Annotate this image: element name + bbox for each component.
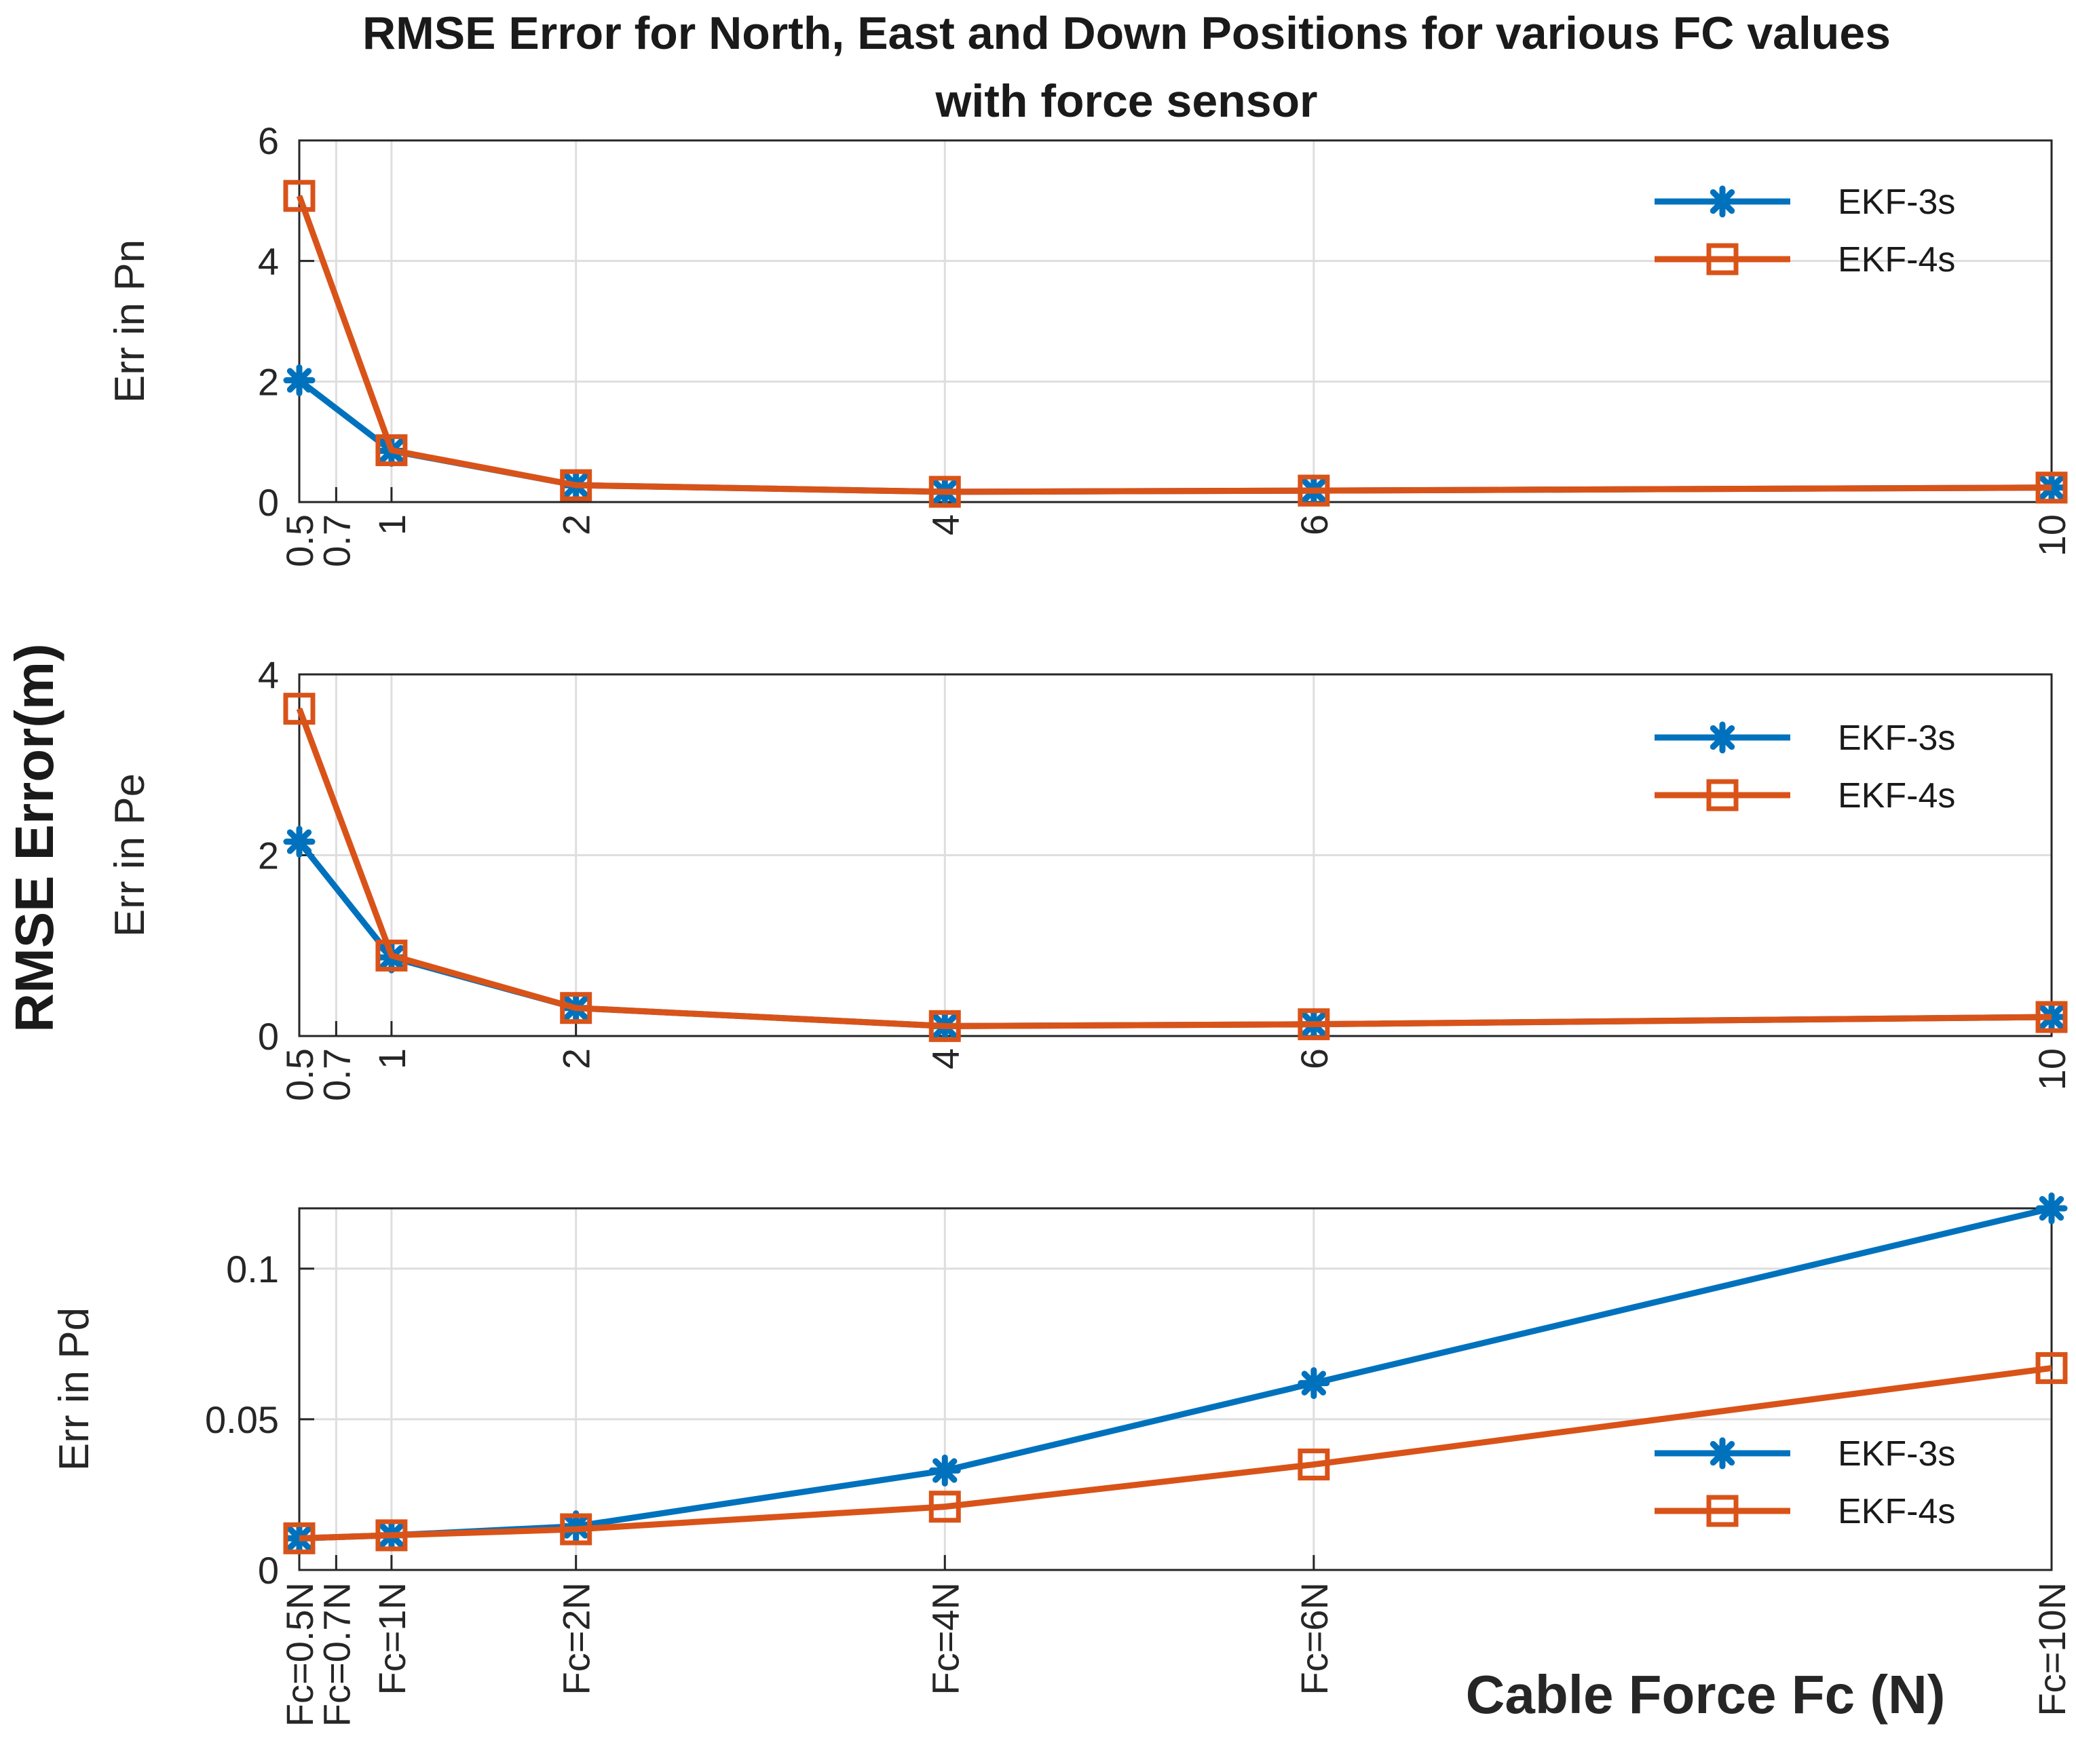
data-point-ekf-4s xyxy=(283,693,316,725)
data-point-ekf-4s xyxy=(560,469,592,501)
figure-title-line1: RMSE Error for North, East and Down Posi… xyxy=(362,7,1891,59)
legend: EKF-3s EKF-4s xyxy=(1655,1434,1955,1531)
asterisk-stroke-3 xyxy=(1710,725,1735,750)
y-tick-label: 4 xyxy=(258,240,279,283)
legend-marker-ekf-3s xyxy=(1706,721,1739,754)
data-point-ekf-4s xyxy=(375,1519,408,1552)
x-tick-label: 10 xyxy=(2031,1048,2073,1090)
data-point-ekf-4s xyxy=(1298,1008,1330,1041)
y-tick-label: 0 xyxy=(258,1549,279,1592)
legend: EKF-3s EKF-4s xyxy=(1655,183,1955,280)
x-tick-label: 4 xyxy=(924,1048,966,1069)
x-tick-label: 2 xyxy=(555,1048,598,1069)
asterisk-stroke-3 xyxy=(1710,1440,1735,1466)
x-tick-label: 6 xyxy=(1293,514,1336,535)
data-point-ekf-4s xyxy=(2035,1001,2068,1033)
y-tick-label: 0.1 xyxy=(226,1248,279,1290)
legend-marker-ekf-3s xyxy=(1706,1437,1739,1470)
data-point-ekf-4s xyxy=(928,1010,961,1042)
shared-x-axis-label: Cable Force Fc (N) xyxy=(1466,1664,1946,1725)
x-tick-label: Fc=6N xyxy=(1293,1582,1336,1695)
shared-y-axis-label: RMSE Error(m) xyxy=(4,643,64,1032)
x-tick-label: 0.5 xyxy=(278,514,321,567)
x-tick-label: 4 xyxy=(924,514,966,535)
x-tick-label: 0.7 xyxy=(315,1048,358,1101)
y-tick-label: 4 xyxy=(258,653,279,696)
legend-marker-ekf-4s xyxy=(1706,243,1739,275)
legend-label-ekf-3s: EKF-3s xyxy=(1838,183,1955,222)
axes-box xyxy=(298,1207,2053,1571)
legend-label-ekf-3s: EKF-3s xyxy=(1838,718,1955,758)
data-point-ekf-3s xyxy=(2035,1192,2068,1225)
series-line-ekf-3s xyxy=(299,1205,2053,1541)
asterisk-stroke-3 xyxy=(286,829,312,854)
data-point-ekf-3s xyxy=(928,1454,961,1487)
x-tick-label: Fc=4N xyxy=(924,1582,966,1695)
x-tick-label: 0.7 xyxy=(315,514,358,567)
legend: EKF-3s EKF-4s xyxy=(1655,718,1955,816)
asterisk-stroke-3 xyxy=(286,368,312,393)
data-point-ekf-3s xyxy=(283,826,316,858)
legend-label-ekf-4s: EKF-4s xyxy=(1838,240,1955,280)
y-axis-label: Err in Pn xyxy=(107,239,153,403)
x-tick-label: 1 xyxy=(371,1048,413,1069)
data-point-ekf-4s xyxy=(1298,474,1330,507)
x-tick-label: 1 xyxy=(371,514,413,535)
legend-marker-ekf-4s xyxy=(1706,1495,1739,1527)
x-tick-label: 0.5 xyxy=(278,1048,321,1101)
x-tick-label: Fc=0.7N xyxy=(315,1582,358,1727)
x-tick-label: Fc=10N xyxy=(2031,1582,2073,1717)
legend-label-ekf-4s: EKF-4s xyxy=(1838,1492,1955,1531)
asterisk-stroke-3 xyxy=(2039,1195,2064,1221)
legend-label-ekf-4s: EKF-4s xyxy=(1838,776,1955,816)
axes-box xyxy=(298,139,2053,503)
legend-marker-ekf-4s xyxy=(1706,779,1739,811)
data-point-ekf-4s xyxy=(928,1491,961,1523)
data-point-ekf-4s xyxy=(560,992,592,1024)
y-tick-label: 2 xyxy=(258,835,279,877)
data-point-ekf-4s xyxy=(1298,1449,1330,1481)
legend-label-ekf-3s: EKF-3s xyxy=(1838,1434,1955,1474)
data-point-ekf-4s xyxy=(375,434,408,467)
asterisk-stroke-3 xyxy=(1710,189,1735,214)
data-point-ekf-3s xyxy=(1298,1367,1330,1400)
x-tick-label: 6 xyxy=(1293,1048,1336,1069)
asterisk-stroke-3 xyxy=(932,1458,958,1483)
y-tick-label: 2 xyxy=(258,360,279,403)
x-tick-label: Fc=2N xyxy=(555,1582,598,1695)
y-tick-label: 0.05 xyxy=(205,1398,279,1441)
figure-title-line2: with force sensor xyxy=(935,75,1317,127)
panel-north: 0 2 4 6 0.50.7 1 2 4 6 10 Err in Pn EKF-3s EKF-4s xyxy=(107,119,2073,567)
y-axis-label: Err in Pe xyxy=(107,773,153,937)
x-tick-label: Fc=0.5N xyxy=(278,1582,321,1727)
x-tick-label: Fc=1N xyxy=(371,1582,413,1695)
data-point-ekf-4s xyxy=(375,939,408,972)
data-point-ekf-4s xyxy=(560,1513,592,1546)
x-tick-label: 2 xyxy=(555,514,598,535)
x-tick-label: 10 xyxy=(2031,514,2073,556)
data-point-ekf-4s xyxy=(928,476,961,508)
y-tick-label: 0 xyxy=(258,1015,279,1058)
y-tick-label: 6 xyxy=(258,119,279,162)
data-point-ekf-4s xyxy=(2035,1351,2068,1384)
panel-east: 0 2 4 0.50.7 1 2 4 6 10 Err in Pe EKF-3s EKF-4s xyxy=(107,653,2073,1101)
data-point-ekf-4s xyxy=(2035,472,2068,504)
data-point-ekf-3s xyxy=(283,364,316,397)
series-line-ekf-4s xyxy=(296,195,2052,495)
legend-marker-ekf-3s xyxy=(1706,185,1739,218)
y-tick-label: 0 xyxy=(258,481,279,524)
data-point-ekf-4s xyxy=(283,180,316,212)
y-axis-label: Err in Pd xyxy=(51,1307,98,1471)
series-line-ekf-4s xyxy=(296,708,2052,1029)
asterisk-stroke-3 xyxy=(1301,1370,1327,1396)
data-point-ekf-4s xyxy=(283,1522,316,1554)
